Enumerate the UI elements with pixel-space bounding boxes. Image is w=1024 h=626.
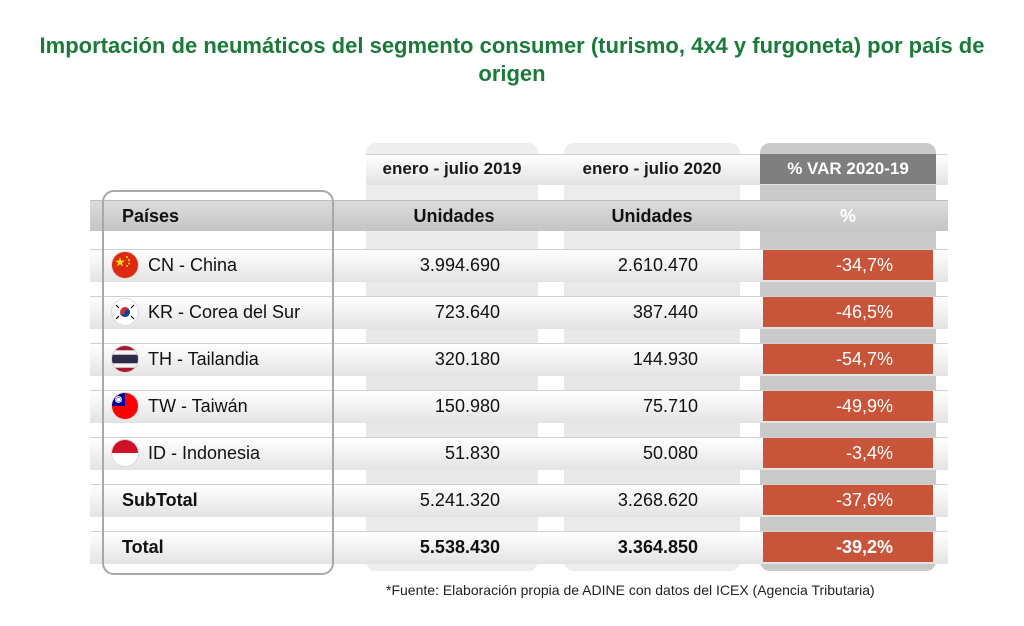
value-var-percent: -34,7% <box>763 250 933 280</box>
south-korea-flag-icon <box>112 299 138 325</box>
value-2019: 5.538.430 <box>419 537 500 557</box>
value-var-percent: -49,9% <box>763 391 933 421</box>
countries-column-frame <box>102 190 334 575</box>
header-band <box>90 200 948 231</box>
header-var: % VAR 2020-19 <box>760 154 936 184</box>
subheader-percent: % <box>839 206 856 226</box>
value-2020: 3.364.850 <box>617 537 698 557</box>
value-2019: 5.241.320 <box>419 490 500 510</box>
value-2020: 3.268.620 <box>617 490 698 510</box>
value-2019: 150.980 <box>434 396 500 416</box>
value-var-percent: -39,2% <box>763 532 933 562</box>
china-flag-icon <box>112 252 138 278</box>
value-2019: 723.640 <box>434 302 500 322</box>
value-2020: 75.710 <box>642 396 698 416</box>
header-2019: enero - julio 2019 <box>382 159 522 178</box>
country-label: KR - Corea del Sur <box>148 302 301 322</box>
country-label: TH - Tailandia <box>148 349 259 369</box>
subheader-paises: Países <box>122 206 180 226</box>
country-label: Total <box>122 537 164 557</box>
value-var-percent: -46,5% <box>763 297 933 327</box>
chart-title: Importación de neumáticos del segmento c… <box>39 33 985 86</box>
indonesia-flag-icon <box>112 440 138 466</box>
value-var-percent: -54,7% <box>763 344 933 374</box>
country-label: TW - Taiwán <box>148 396 248 416</box>
country-label: CN - China <box>148 255 238 275</box>
value-2019: 51.830 <box>444 443 500 463</box>
value-var-percent: -37,6% <box>763 485 933 515</box>
header-2020: enero - julio 2020 <box>582 159 722 178</box>
footnote: *Fuente: Elaboración propia de ADINE con… <box>386 582 875 598</box>
country-label: ID - Indonesia <box>148 443 261 463</box>
taiwan-flag-icon <box>112 393 138 419</box>
value-2020: 387.440 <box>632 302 698 322</box>
country-label: SubTotal <box>122 490 198 510</box>
value-2019: 3.994.690 <box>419 255 500 275</box>
value-2020: 2.610.470 <box>617 255 698 275</box>
value-2020: 144.930 <box>632 349 698 369</box>
value-2019: 320.180 <box>434 349 500 369</box>
value-2020: 50.080 <box>642 443 698 463</box>
value-var-percent: -3,4% <box>763 438 933 468</box>
subheader-units-2019: Unidades <box>413 206 495 226</box>
thailand-flag-icon <box>112 346 138 372</box>
subheader-units-2020: Unidades <box>611 206 693 226</box>
